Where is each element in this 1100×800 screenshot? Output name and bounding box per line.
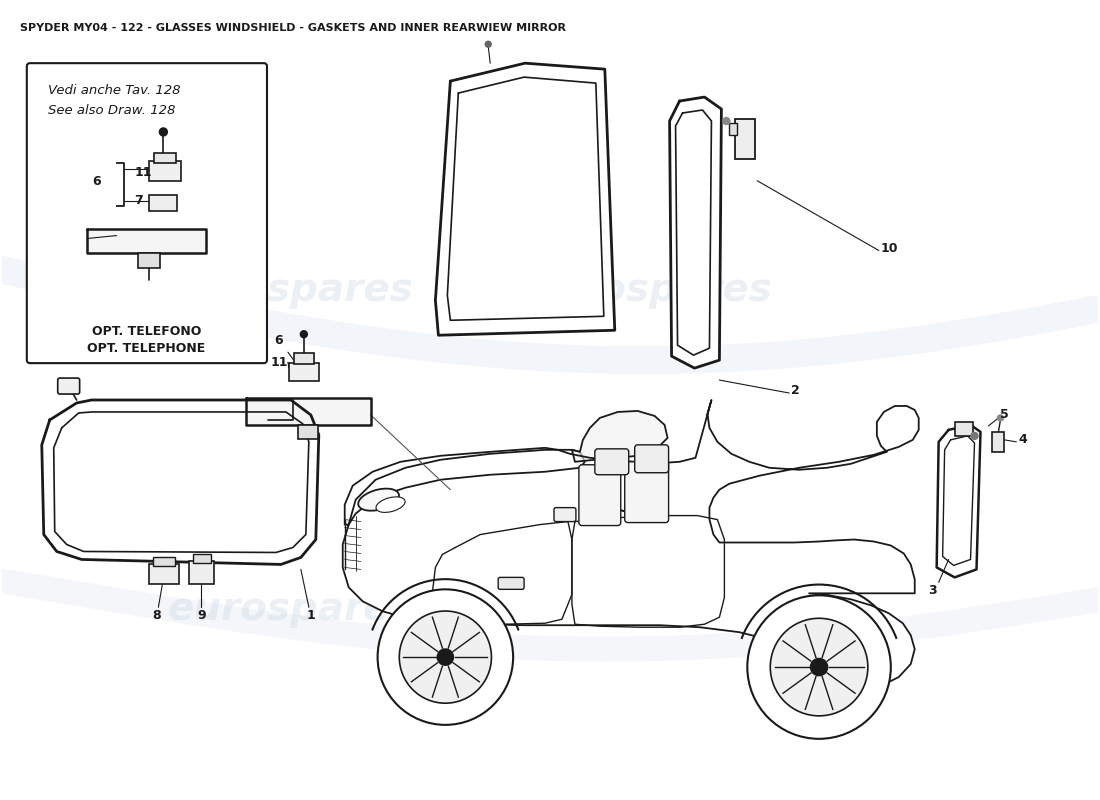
Bar: [139, 253, 161, 269]
Ellipse shape: [376, 497, 405, 513]
Text: 11: 11: [134, 166, 152, 179]
Bar: [992, 432, 1004, 452]
Text: 6: 6: [275, 334, 284, 346]
Polygon shape: [343, 400, 918, 691]
Text: 10: 10: [881, 242, 899, 255]
Bar: [955, 422, 972, 436]
FancyBboxPatch shape: [635, 445, 669, 473]
Text: 6: 6: [92, 175, 101, 188]
Bar: [150, 194, 177, 210]
Circle shape: [811, 658, 827, 676]
Polygon shape: [670, 97, 722, 368]
FancyBboxPatch shape: [26, 63, 267, 363]
FancyBboxPatch shape: [595, 449, 629, 474]
Bar: [150, 565, 179, 584]
Circle shape: [399, 611, 492, 703]
Circle shape: [747, 595, 891, 739]
Bar: [153, 558, 175, 566]
Text: 8: 8: [152, 610, 161, 622]
Polygon shape: [349, 450, 585, 525]
Text: OPT. TELEPHONE: OPT. TELEPHONE: [87, 342, 206, 355]
FancyBboxPatch shape: [498, 578, 524, 590]
Polygon shape: [42, 400, 319, 565]
Polygon shape: [436, 63, 615, 335]
Text: eurospares: eurospares: [576, 590, 823, 628]
Polygon shape: [87, 229, 206, 253]
FancyBboxPatch shape: [554, 508, 576, 522]
Circle shape: [377, 590, 513, 725]
Circle shape: [770, 618, 868, 716]
Text: eurospares: eurospares: [168, 590, 414, 628]
Bar: [729, 123, 737, 135]
Bar: [298, 425, 318, 439]
Bar: [150, 161, 182, 181]
Circle shape: [437, 649, 453, 666]
Bar: [294, 353, 313, 364]
Circle shape: [160, 128, 167, 136]
Circle shape: [485, 42, 492, 47]
Polygon shape: [572, 411, 668, 462]
Circle shape: [300, 330, 307, 338]
Text: 4: 4: [1019, 434, 1027, 446]
FancyBboxPatch shape: [625, 462, 669, 522]
Text: eurospares: eurospares: [527, 271, 772, 310]
Text: See also Draw. 128: See also Draw. 128: [47, 104, 175, 117]
Text: OPT. TELEFONO: OPT. TELEFONO: [91, 326, 201, 338]
Text: SPYDER MY04 - 122 - GLASSES WINDSHIELD - GASKETS AND INNER REARWIEW MIRROR: SPYDER MY04 - 122 - GLASSES WINDSHIELD -…: [20, 23, 565, 34]
Text: eurospares: eurospares: [168, 271, 414, 310]
Bar: [289, 363, 319, 381]
Text: Vedi anche Tav. 128: Vedi anche Tav. 128: [47, 84, 180, 97]
Circle shape: [998, 415, 1003, 421]
Text: 1: 1: [307, 610, 316, 622]
Text: 7: 7: [134, 194, 143, 207]
Text: 9: 9: [197, 610, 206, 622]
Circle shape: [971, 432, 978, 439]
Bar: [194, 554, 211, 563]
FancyBboxPatch shape: [579, 465, 620, 526]
Circle shape: [723, 118, 730, 125]
Text: 2: 2: [791, 383, 800, 397]
Text: 5: 5: [1000, 409, 1009, 422]
Bar: [189, 562, 214, 584]
Ellipse shape: [359, 489, 399, 510]
FancyBboxPatch shape: [57, 378, 79, 394]
Bar: [154, 153, 176, 163]
Text: 3: 3: [928, 584, 937, 598]
Polygon shape: [937, 425, 980, 578]
Text: 11: 11: [271, 356, 288, 369]
Polygon shape: [246, 398, 371, 425]
Bar: [736, 119, 756, 159]
